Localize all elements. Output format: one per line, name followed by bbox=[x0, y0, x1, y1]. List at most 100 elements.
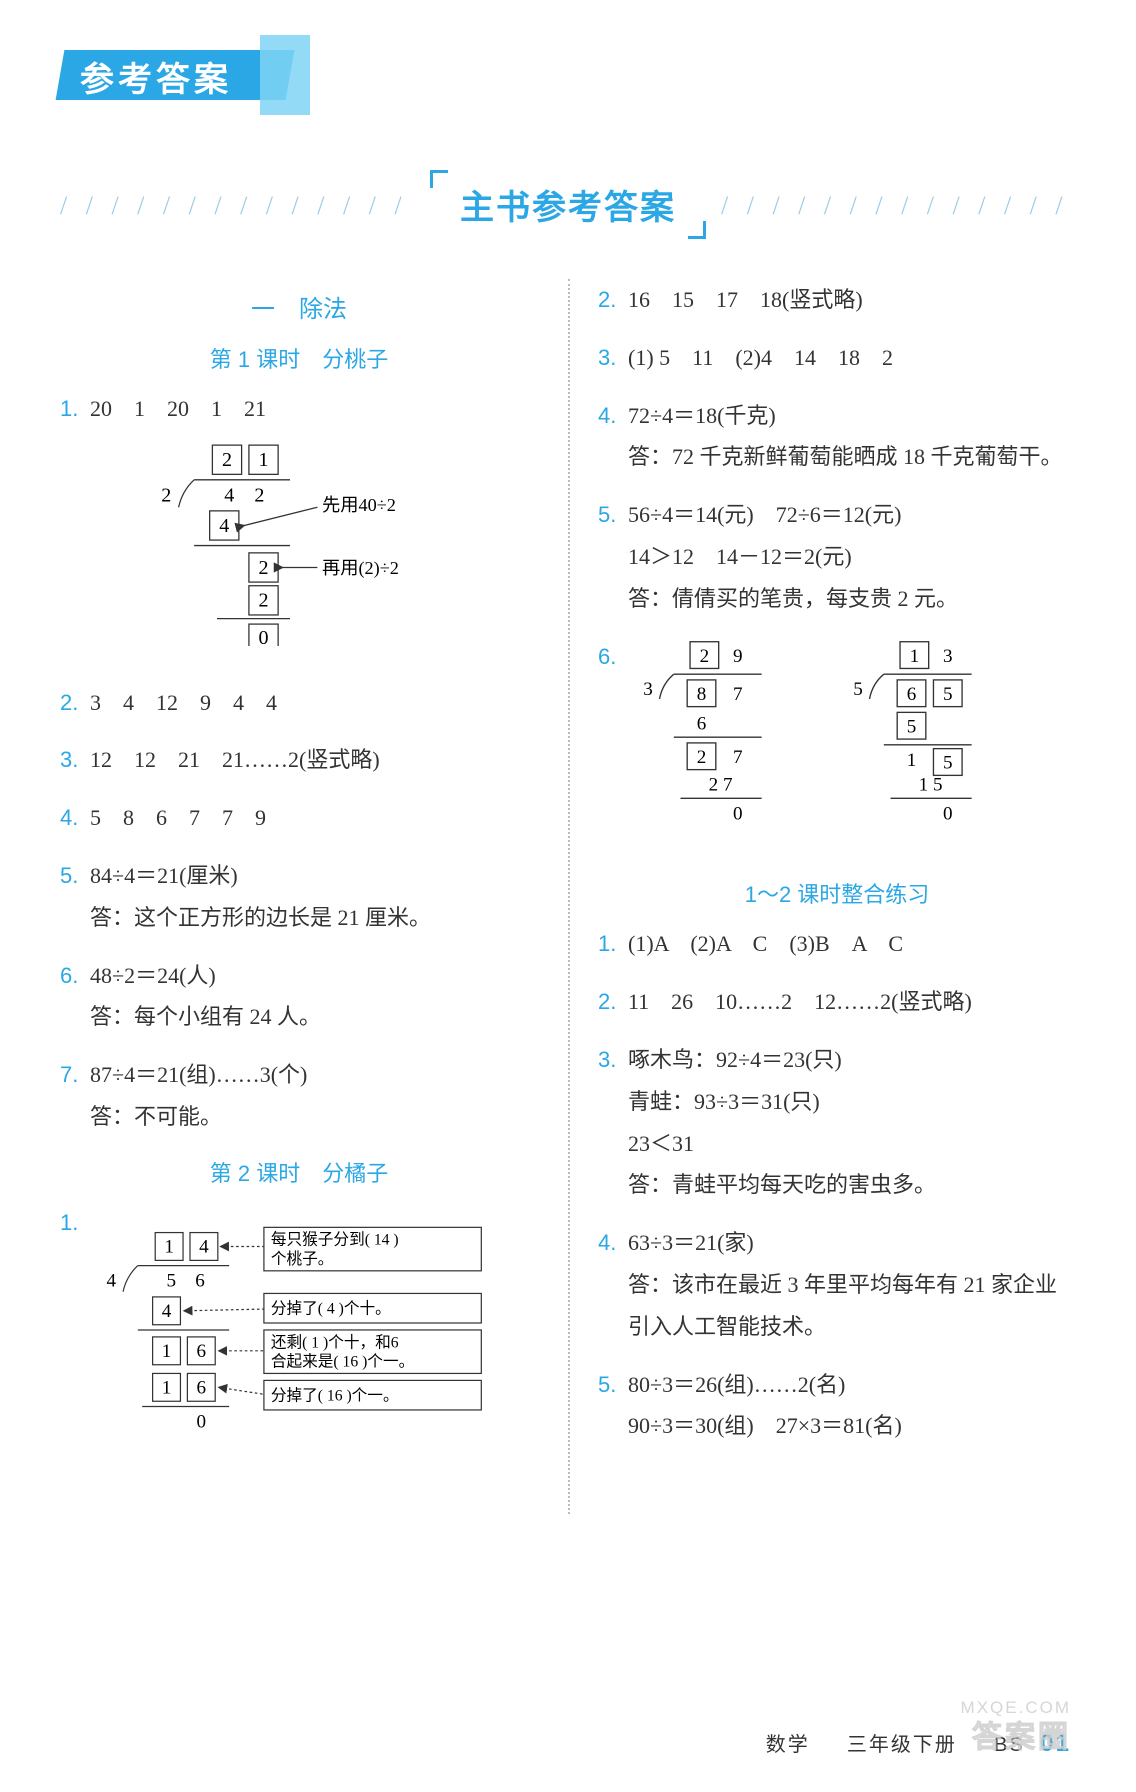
hatch-right: / / / / / / / / / / / / / / / / / / / / … bbox=[721, 191, 1076, 219]
hatch-left: / / / / / / / / / / / / / / / / / / / / … bbox=[60, 191, 415, 219]
svg-text:每只猴子分到( 14 ): 每只猴子分到( 14 ) bbox=[271, 1231, 399, 1249]
svg-text:2 7: 2 7 bbox=[709, 774, 733, 795]
item-body: 啄木鸟：92÷4＝23(只) 青蛙：93÷3＝31(只) 23＜31 答：青蛙平… bbox=[628, 1039, 1076, 1206]
l1-item4: 4.5 8 6 7 7 9 bbox=[60, 797, 538, 839]
svg-text:4: 4 bbox=[199, 1236, 209, 1257]
l3-item3: 3. 啄木鸟：92÷4＝23(只) 青蛙：93÷3＝31(只) 23＜31 答：… bbox=[598, 1039, 1076, 1206]
lesson1-title: 第 1 课时 分桃子 bbox=[60, 342, 538, 374]
text: 56÷4＝14(元) 72÷6＝12(元) bbox=[628, 494, 1076, 536]
text: 87÷4＝21(组)……3(个) bbox=[90, 1054, 538, 1096]
item-num: 4. bbox=[598, 395, 628, 437]
svg-text:2: 2 bbox=[258, 557, 268, 579]
svg-text:2: 2 bbox=[258, 590, 268, 612]
text: 引入人工智能技术。 bbox=[628, 1306, 1076, 1348]
text: 90÷3＝30(组) 27×3＝81(名) bbox=[628, 1405, 1076, 1447]
section-title-box: 主书参考答案 bbox=[430, 170, 706, 239]
svg-text:1: 1 bbox=[258, 449, 268, 471]
text: 63÷3＝21(家) bbox=[628, 1222, 1076, 1264]
text: 答：这个正方形的边长是 21 厘米。 bbox=[90, 897, 538, 939]
item-num: 1. bbox=[60, 1202, 90, 1244]
svg-text:合起来是( 16 )个一。: 合起来是( 16 )个一。 bbox=[271, 1352, 414, 1370]
item-num: 6. bbox=[60, 955, 90, 997]
item-body: 84÷4＝21(厘米)答：这个正方形的边长是 21 厘米。 bbox=[90, 855, 538, 939]
text: 答：青蛙平均每天吃的害虫多。 bbox=[628, 1164, 1076, 1206]
section-title-row: / / / / / / / / / / / / / / / / / / / / … bbox=[60, 170, 1076, 239]
svg-text:4: 4 bbox=[107, 1270, 117, 1291]
svg-text:1: 1 bbox=[162, 1377, 172, 1398]
l2-item1: 1. 1 4 4 5 6 4 1 6 1 6 bbox=[60, 1202, 538, 1498]
svg-text:2: 2 bbox=[697, 747, 707, 768]
bracket-br-icon bbox=[688, 221, 706, 239]
text: 青蛙：93÷3＝31(只) bbox=[628, 1081, 1076, 1123]
svg-text:先用40÷2: 先用40÷2 bbox=[322, 495, 396, 515]
svg-text:再用(2)÷2: 再用(2)÷2 bbox=[322, 558, 399, 579]
footer-grade: 三年级下册 bbox=[847, 1734, 957, 1756]
watermark: 答案圈 bbox=[972, 1712, 1071, 1756]
footer-subject: 数学 bbox=[766, 1734, 810, 1756]
item-body: 72÷4＝18(千克)答：72 千克新鲜葡萄能晒成 18 千克葡萄干。 bbox=[628, 395, 1076, 479]
text: 48÷2＝24(人) bbox=[90, 955, 538, 997]
item-num: 1. bbox=[60, 388, 90, 430]
svg-text:2: 2 bbox=[161, 485, 171, 507]
item-num: 3. bbox=[598, 337, 628, 379]
text: 23＜31 bbox=[628, 1123, 1076, 1165]
item-body: 20 1 20 1 21 2 1 2 4 2 4 bbox=[90, 388, 538, 666]
l1-item6: 6.48÷2＝24(人)答：每个小组有 24 人。 bbox=[60, 955, 538, 1039]
banner: 参考答案 bbox=[60, 40, 320, 110]
svg-text:1: 1 bbox=[162, 1341, 172, 1362]
text: 答：该市在最近 3 年里平均每年有 21 家企业 bbox=[628, 1264, 1076, 1306]
item-num: 4. bbox=[598, 1222, 628, 1264]
text: 答：每个小组有 24 人。 bbox=[90, 996, 538, 1038]
l3-item4: 4. 63÷3＝21(家) 答：该市在最近 3 年里平均每年有 21 家企业 引… bbox=[598, 1222, 1076, 1347]
text: 84÷4＝21(厘米) bbox=[90, 855, 538, 897]
item-num: 2. bbox=[60, 682, 90, 724]
text: 答：不可能。 bbox=[90, 1096, 538, 1138]
svg-text:6: 6 bbox=[907, 684, 917, 705]
svg-text:5: 5 bbox=[853, 679, 863, 700]
r-item6: 6. 2 9 3 8 7 6 2 7 2 7 0 bbox=[598, 636, 1076, 860]
item-num: 2. bbox=[598, 279, 628, 321]
r-item3: 3.(1) 5 11 (2)4 14 18 2 bbox=[598, 337, 1076, 379]
r-item5: 5.56÷4＝14(元) 72÷6＝12(元)14＞12 14－12＝2(元)答… bbox=[598, 494, 1076, 619]
l1-item2: 2.3 4 12 9 4 4 bbox=[60, 682, 538, 724]
svg-text:1: 1 bbox=[910, 645, 920, 666]
item-num: 3. bbox=[598, 1039, 628, 1081]
text: 14＞12 14－12＝2(元) bbox=[628, 536, 1076, 578]
l1-item7: 7.87÷4＝21(组)……3(个)答：不可能。 bbox=[60, 1054, 538, 1138]
item-num: 5. bbox=[60, 855, 90, 897]
item-num: 4. bbox=[60, 797, 90, 839]
banner-text: 参考答案 bbox=[80, 52, 232, 101]
svg-text:个桃子。: 个桃子。 bbox=[271, 1250, 334, 1268]
section-title: 主书参考答案 bbox=[460, 180, 676, 229]
text: 3 4 12 9 4 4 bbox=[90, 682, 538, 724]
text: 80÷3＝26(组)……2(名) bbox=[628, 1364, 1076, 1406]
svg-text:3: 3 bbox=[943, 645, 953, 666]
item-body: 56÷4＝14(元) 72÷6＝12(元)14＞12 14－12＝2(元)答：倩… bbox=[628, 494, 1076, 619]
division-diagram-6: 2 9 3 8 7 6 2 7 2 7 0 1 3 bbox=[628, 636, 1048, 846]
lesson2-title: 第 2 课时 分橘子 bbox=[60, 1156, 538, 1188]
svg-text:8: 8 bbox=[697, 684, 707, 705]
l3-item1: 1.(1)A (2)A C (3)B A C bbox=[598, 923, 1076, 965]
text: 12 12 21 21……2(竖式略) bbox=[90, 739, 538, 781]
text: 72÷4＝18(千克) bbox=[628, 395, 1076, 437]
item-num: 5. bbox=[598, 494, 628, 536]
svg-text:2: 2 bbox=[222, 449, 232, 471]
item-num: 6. bbox=[598, 636, 628, 678]
svg-text:9: 9 bbox=[733, 645, 743, 666]
svg-text:分掉了( 16 )个一。: 分掉了( 16 )个一。 bbox=[271, 1386, 399, 1404]
item-num: 3. bbox=[60, 739, 90, 781]
svg-text:4: 4 bbox=[219, 515, 229, 537]
item-num: 5. bbox=[598, 1364, 628, 1406]
svg-text:0: 0 bbox=[197, 1411, 207, 1432]
text: 20 1 20 1 21 bbox=[90, 388, 538, 430]
svg-text:还剩( 1 )个十，和6: 还剩( 1 )个十，和6 bbox=[271, 1333, 399, 1351]
svg-text:0: 0 bbox=[258, 627, 268, 646]
bracket-tl-icon bbox=[430, 170, 448, 188]
text: 11 26 10……2 12……2(竖式略) bbox=[628, 981, 1076, 1023]
text: (1) 5 11 (2)4 14 18 2 bbox=[628, 337, 1076, 379]
item-num: 7. bbox=[60, 1054, 90, 1096]
svg-text:6: 6 bbox=[197, 1377, 207, 1398]
columns: 一 除法 第 1 课时 分桃子 1. 20 1 20 1 21 2 1 2 bbox=[60, 279, 1076, 1514]
svg-text:3: 3 bbox=[643, 679, 653, 700]
svg-text:分掉了( 4 )个十。: 分掉了( 4 )个十。 bbox=[271, 1299, 391, 1317]
